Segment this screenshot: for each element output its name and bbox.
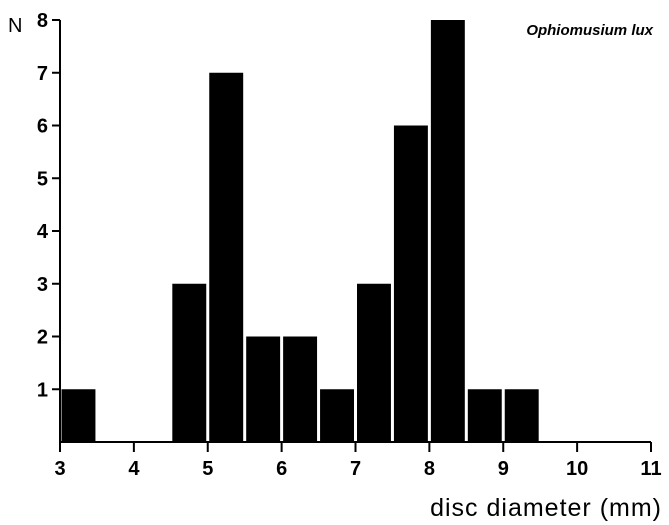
bar-5.5 <box>246 336 281 442</box>
y-tick-label-4: 4 <box>37 221 49 243</box>
x-tick-label-3: 3 <box>54 458 65 480</box>
x-tick-label-9: 9 <box>498 458 509 480</box>
y-tick-label-1: 1 <box>37 379 48 401</box>
bar-6.5 <box>320 389 354 442</box>
x-axis-label: disc diameter (mm) <box>430 494 662 522</box>
y-tick-label-6: 6 <box>37 116 48 138</box>
axes-group <box>59 20 651 443</box>
bar-6 <box>283 336 318 442</box>
x-tick-label-7: 7 <box>350 458 361 480</box>
bar-4.5 <box>172 283 207 442</box>
bars-group <box>61 20 539 442</box>
x-tick-label-5: 5 <box>202 458 213 480</box>
x-tick-label-8: 8 <box>424 458 435 480</box>
y-tick-label-5: 5 <box>37 168 48 190</box>
y-tick-label-7: 7 <box>37 63 48 85</box>
bar-8.5 <box>467 389 502 442</box>
x-tick-label-11: 11 <box>640 458 661 480</box>
bar-7.5 <box>393 125 428 442</box>
y-axis-label: N <box>8 15 22 37</box>
bar-3 <box>61 389 96 442</box>
y-tick-label-2: 2 <box>37 327 48 349</box>
x-tick-label-6: 6 <box>276 458 287 480</box>
y-tick-label-8: 8 <box>37 10 48 32</box>
bar-8 <box>430 20 465 442</box>
bar-9 <box>504 389 539 442</box>
y-tick-label-3: 3 <box>37 274 48 296</box>
bar-7 <box>357 283 391 442</box>
x-tick-label-4: 4 <box>128 458 140 480</box>
bar-5 <box>209 72 244 442</box>
chart-title: Ophiomusium lux <box>526 22 653 39</box>
x-tick-label-10: 10 <box>566 458 588 480</box>
